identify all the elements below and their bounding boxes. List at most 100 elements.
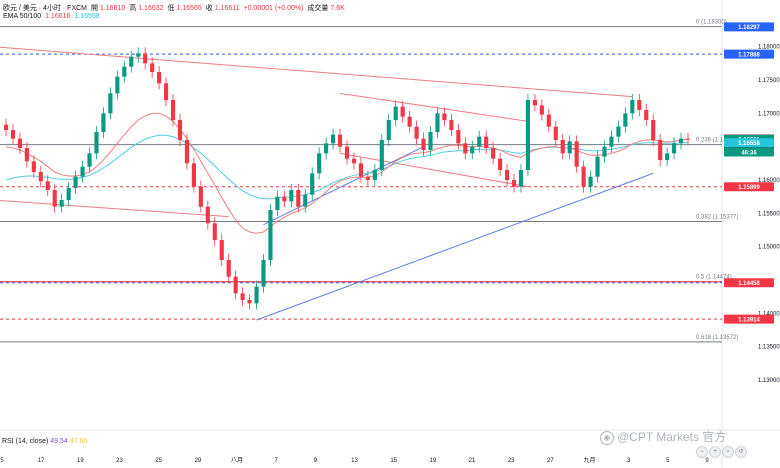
candle-body — [233, 276, 238, 294]
candle-body — [337, 134, 343, 147]
candle-body — [644, 110, 649, 120]
x-tick-label: 23 — [116, 458, 123, 464]
candle-body — [317, 153, 322, 174]
candle-body — [463, 143, 468, 154]
trendline — [263, 146, 424, 226]
candle-body — [59, 200, 64, 207]
price-axis[interactable]: 1.18000 1.17500 1.17000 1.16000 1.15500 1.150… — [724, 22, 780, 384]
candle-body — [66, 188, 71, 200]
open-label: 開 — [90, 5, 98, 12]
candle-body — [184, 140, 190, 164]
candle-body — [358, 163, 363, 177]
price-tag — [724, 49, 774, 59]
candle-body — [303, 194, 308, 207]
candle-body — [268, 210, 273, 260]
price-tag-label: 1.16558 — [738, 141, 760, 147]
scroll-right-icon[interactable]: › — [722, 446, 734, 458]
candle-body — [24, 148, 29, 162]
price-tag — [724, 182, 774, 192]
candle-body — [588, 176, 593, 187]
candle-body — [351, 158, 357, 164]
candle-body — [637, 100, 642, 110]
candle-body — [219, 240, 224, 260]
candle-body — [574, 141, 579, 167]
x-tick-label: 九月 — [583, 456, 595, 464]
fib-label: 0.5 (1.14474) — [696, 275, 732, 281]
ema50-value: 1.16616 — [45, 13, 71, 20]
candle-body — [108, 93, 113, 114]
rsi-legend[interactable]: RSI (14, close) 49.54 47.60 — [2, 438, 87, 445]
x-tick-label: 19 — [77, 458, 84, 464]
candle-body — [449, 120, 454, 130]
watermark-text: @CPT Markets 官方 — [617, 430, 727, 444]
candle-body — [87, 153, 92, 167]
fibonacci-levels: 0 (1.18300) 0.236 (1.1... 0.382 (1.15377) 0… — [0, 20, 738, 343]
x-tick-label: 八月 — [231, 457, 243, 464]
candle-body — [191, 163, 196, 187]
rsi-label: RSI (14, close) — [2, 438, 49, 445]
candle-body — [421, 138, 426, 150]
candle-body — [602, 146, 607, 157]
candle-body — [296, 190, 301, 207]
candle-body — [678, 138, 684, 144]
y-tick-label: 1.18000 — [758, 45, 780, 51]
candle-body — [456, 130, 461, 144]
candle-body — [442, 113, 447, 120]
candle-body — [122, 66, 127, 77]
candle-body — [52, 190, 57, 207]
trendlines — [0, 46, 654, 321]
x-tick-label: 23 — [508, 458, 515, 464]
time-axis[interactable]: 5 17 19 23 25 29 八月 7 9 13 15 19 21 23 27 九月 3 5 9 — [0, 456, 709, 464]
candle-body — [470, 146, 475, 154]
candle-body — [73, 176, 78, 188]
candle-body — [672, 143, 677, 154]
candle-body — [289, 190, 294, 202]
zoom-in-icon[interactable]: + — [709, 446, 721, 458]
candle-body — [511, 180, 517, 187]
reset-icon[interactable]: ↺ — [735, 446, 747, 458]
candle-body — [379, 140, 384, 170]
ema50-line — [5, 112, 689, 234]
x-tick-label: 19 — [429, 458, 436, 464]
candle-body — [623, 113, 628, 127]
candle-body — [101, 113, 106, 132]
candle-body — [539, 105, 544, 115]
candle-body — [616, 126, 621, 137]
high-label: 高 — [129, 5, 137, 12]
x-tick-label: 5 — [666, 458, 670, 464]
candle-body — [386, 120, 391, 140]
trendline — [0, 200, 229, 218]
ema-legend[interactable]: EMA 50/100 1.16616 1.16558 — [3, 13, 102, 20]
y-tick-label: 1.15500 — [758, 211, 780, 217]
high-value: 1.16632 — [138, 5, 164, 12]
ema100-value: 1.16558 — [74, 13, 100, 20]
candle-body — [491, 148, 496, 159]
candle-body — [331, 134, 336, 144]
candle-body — [247, 300, 252, 304]
candle-body — [435, 113, 440, 132]
candle-body — [45, 181, 50, 190]
candle-body — [365, 176, 370, 180]
candle-body — [393, 106, 398, 120]
x-tick-label: 5 — [0, 458, 4, 464]
candle-body — [400, 106, 405, 117]
candle-body — [567, 141, 572, 154]
y-tick-label: 1.15000 — [758, 245, 780, 251]
symbol-title: 欧元 / 美元 · 4小时 · FXCM — [3, 5, 87, 12]
candle-body — [595, 156, 600, 177]
watermark: ◉ @CPT Markets 官方 — [600, 428, 726, 445]
candle-body — [129, 56, 134, 67]
zoom-out-icon[interactable]: − — [696, 446, 708, 458]
x-tick-label: 9 — [705, 458, 709, 464]
y-tick-label: 1.13500 — [758, 345, 780, 351]
rsi-value: 49.54 — [50, 438, 68, 445]
candle-body — [163, 83, 169, 100]
candle-body — [275, 196, 280, 210]
price-tag — [724, 22, 774, 32]
candle-body — [31, 161, 36, 172]
candle-body — [414, 126, 419, 139]
fib-label: 0.618 (1.13572) — [696, 335, 738, 341]
y-tick-label: 1.16000 — [758, 178, 780, 184]
